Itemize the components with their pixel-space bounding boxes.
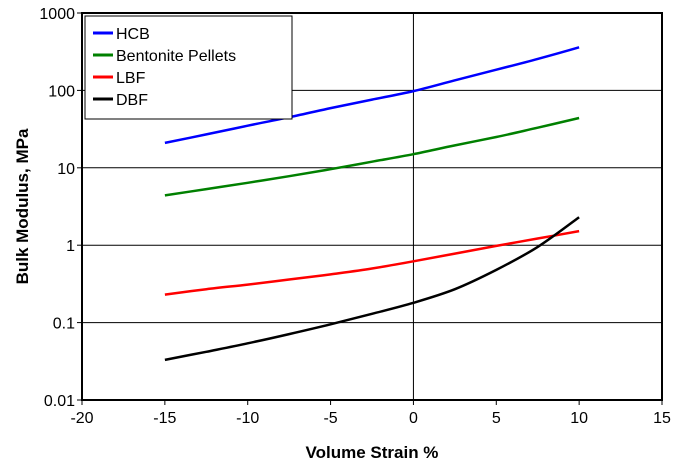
tick-layer: -20 -15 -10 -5 0 5 10 15 0.01 0.1 1 10 100 1000: [39, 6, 671, 427]
series-layer: [164, 46, 580, 362]
x-tick-label: 15: [653, 410, 671, 427]
legend: HCB Bentonite Pellets LBF DBF: [84, 15, 293, 120]
series-line-hcb: [164, 46, 580, 145]
x-tick-label: 5: [492, 410, 501, 427]
legend-box: [84, 15, 293, 120]
x-tick-label: -5: [323, 410, 337, 427]
series-line-bentonite-pellets: [164, 116, 580, 197]
series-line-lbf: [164, 229, 580, 296]
x-tick-label: -10: [236, 410, 259, 427]
y-tick-label: 0.01: [44, 393, 75, 410]
x-axis-title: Volume Strain %: [306, 443, 439, 462]
y-tick-label: 0.1: [53, 316, 75, 333]
legend-label-dbf: DBF: [116, 92, 148, 109]
x-tick-label: -15: [153, 410, 176, 427]
x-tick-label: -20: [70, 410, 93, 427]
y-tick-label: 1000: [39, 6, 75, 23]
series-line-dbf: [164, 216, 580, 362]
y-tick-label: 1: [66, 238, 75, 255]
y-tick-label: 100: [48, 83, 75, 100]
legend-label-hcb: HCB: [116, 26, 150, 43]
x-tick-label: 10: [570, 410, 588, 427]
y-tick-label: 10: [57, 161, 75, 178]
legend-label-lbf: LBF: [116, 70, 146, 87]
legend-label-bentonite-pellets: Bentonite Pellets: [116, 48, 236, 65]
x-tick-label: 0: [409, 410, 418, 427]
plot-area-frame: [81, 12, 663, 401]
y-axis-title: Bulk Modulus, MPa: [13, 128, 32, 284]
